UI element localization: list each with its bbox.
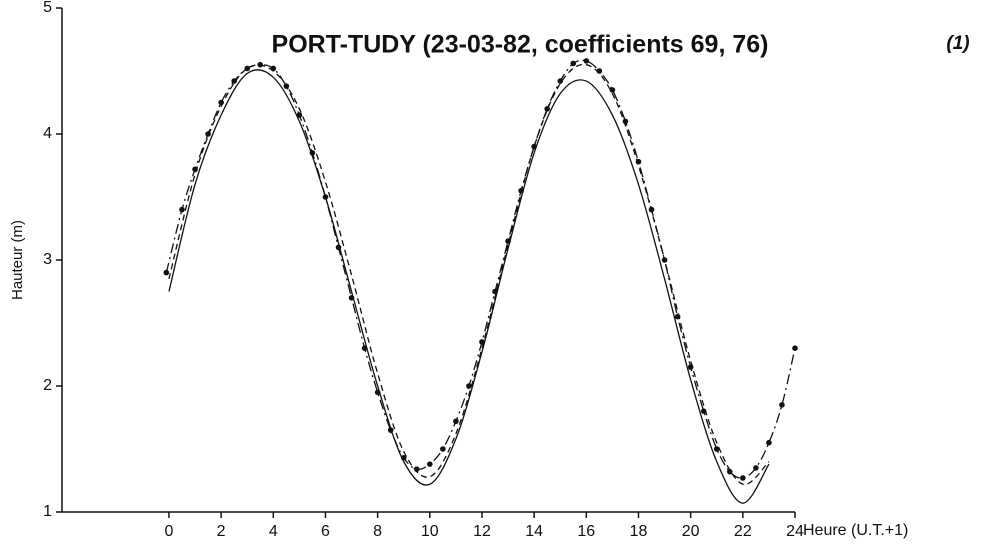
chart-title: PORT-TUDY (23-03-82, coefficients 69, 76… (272, 31, 769, 59)
data-point (505, 238, 511, 244)
data-point (400, 455, 407, 461)
data-point (753, 465, 759, 471)
series-line (168, 63, 770, 486)
data-point (361, 345, 368, 352)
data-point (374, 389, 381, 396)
data-point (427, 461, 433, 467)
y-tick-label: 4 (43, 125, 52, 142)
data-point (348, 295, 355, 301)
data-point (687, 364, 694, 370)
data-point (192, 166, 198, 173)
x-tick-label: 12 (473, 523, 491, 540)
x-tick-label: 6 (321, 523, 330, 540)
data-point (231, 78, 237, 84)
x-tick-label: 16 (577, 523, 595, 540)
data-point (583, 58, 590, 64)
data-point (570, 60, 577, 67)
data-point (518, 187, 524, 194)
data-point (726, 468, 733, 475)
data-point (218, 99, 224, 106)
data-point (648, 206, 655, 213)
data-point (674, 313, 681, 320)
x-tick-label: 4 (269, 523, 278, 540)
data-point (596, 68, 603, 74)
x-tick-label: 20 (682, 523, 700, 540)
data-point (622, 118, 629, 125)
data-point (205, 131, 211, 137)
data-point (257, 61, 264, 68)
x-tick-label: 24 (786, 523, 804, 540)
x-axis-label: Heure (U.T.+1) (803, 522, 908, 539)
data-point (544, 106, 550, 112)
y-tick-label: 1 (43, 503, 52, 520)
x-tick-label: 8 (373, 523, 382, 540)
data-point (661, 257, 668, 263)
data-point (179, 206, 185, 213)
data-point (635, 158, 642, 165)
annotation: (1) (946, 33, 969, 54)
series-line (168, 69, 770, 504)
data-point (296, 112, 303, 118)
data-point (609, 87, 616, 93)
data-point (283, 83, 290, 89)
data-point (766, 439, 772, 446)
data-point (387, 427, 394, 433)
data-point (335, 244, 342, 251)
x-tick-label: 14 (525, 523, 543, 540)
x-tick-label: 10 (421, 523, 439, 540)
data-point (779, 402, 785, 408)
x-tick-label: 0 (164, 523, 173, 540)
y-tick-label: 3 (43, 251, 52, 268)
data-point (322, 194, 329, 200)
y-tick-label: 5 (43, 0, 52, 16)
data-point (244, 65, 251, 72)
data-point (531, 143, 537, 150)
data-point (700, 408, 707, 415)
data-point (309, 150, 316, 156)
x-tick-label: 18 (630, 523, 648, 540)
data-point (792, 345, 798, 352)
data-point (440, 446, 446, 452)
data-point (557, 78, 564, 84)
x-tick-label: 22 (734, 523, 752, 540)
data-point (163, 269, 170, 276)
data-point (713, 446, 720, 452)
y-axis-label: Hauteur (m) (9, 220, 26, 300)
x-tick-label: 2 (217, 523, 226, 540)
data-point (413, 466, 420, 472)
data-point (466, 383, 472, 389)
data-point (479, 339, 485, 345)
data-point (492, 288, 498, 295)
data-point (270, 65, 277, 72)
data-point (740, 475, 746, 481)
y-tick-label: 2 (43, 377, 52, 394)
data-point (453, 418, 459, 425)
